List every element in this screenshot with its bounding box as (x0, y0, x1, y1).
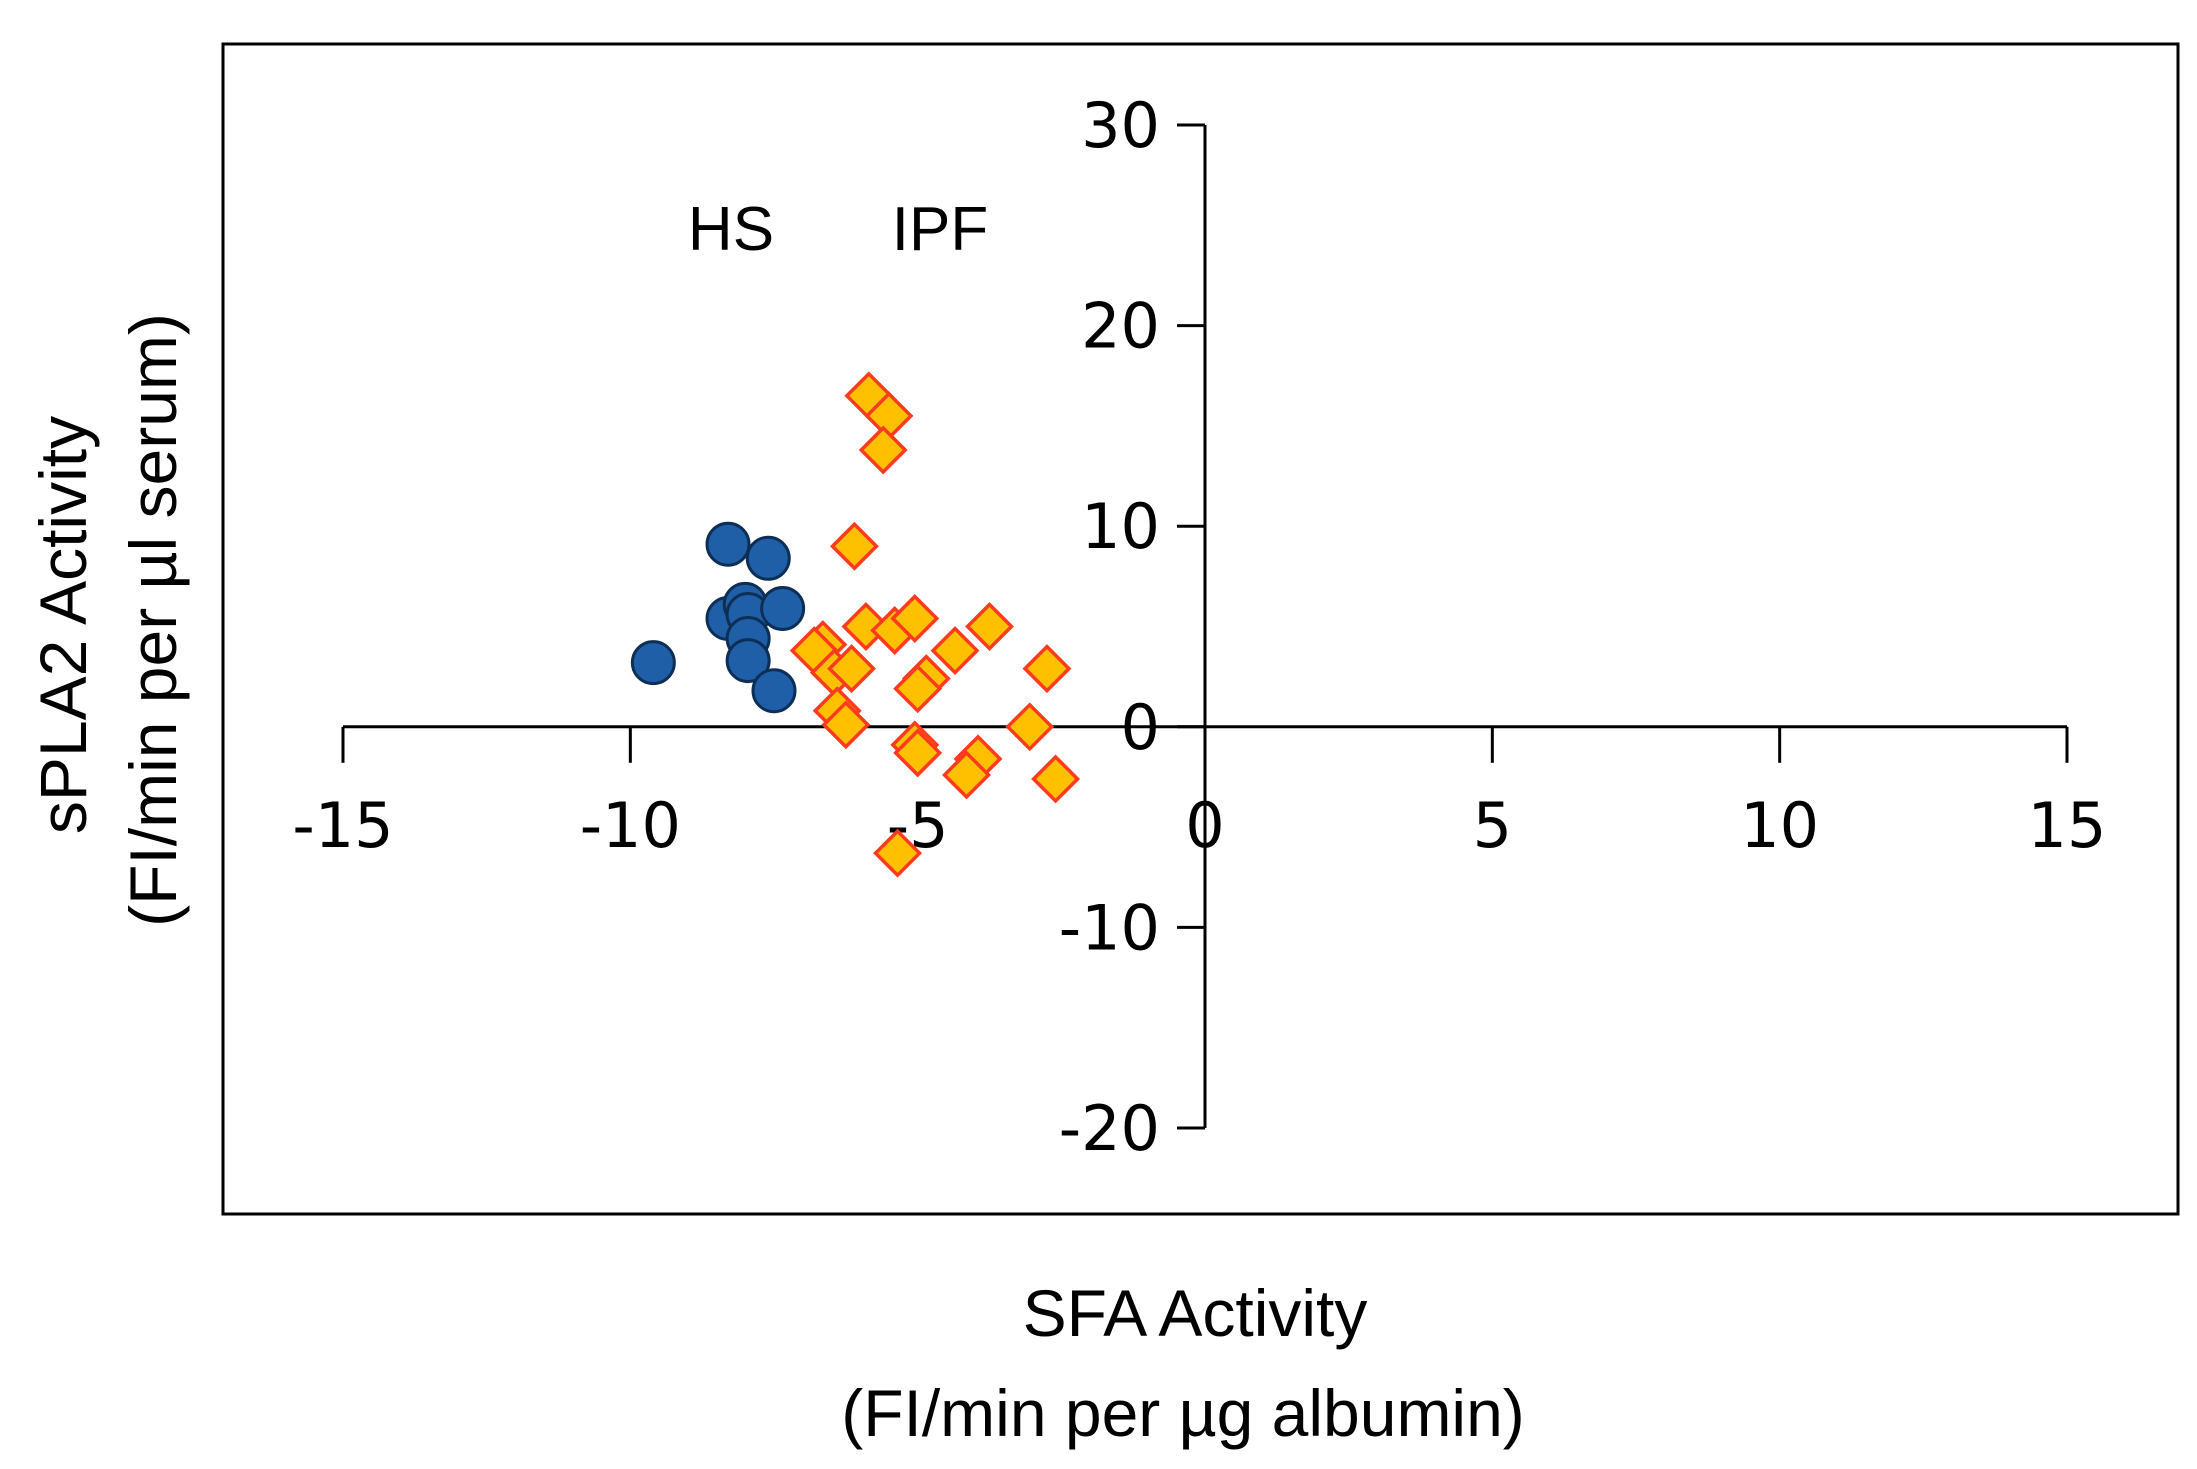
data-point-ipf (1005, 702, 1055, 752)
x-tick-label: 15 (2028, 789, 2107, 862)
x-tick-label: 0 (1185, 789, 1224, 862)
data-points (630, 371, 1081, 878)
series-label-hs: HS (688, 195, 774, 264)
x-tick-label: -10 (580, 789, 681, 862)
data-point-ipf (858, 425, 908, 475)
data-point-ipf (873, 828, 923, 878)
series-label-ipf: IPF (892, 195, 988, 264)
data-point-ipf (942, 750, 991, 800)
data-point-hs (751, 668, 797, 714)
data-point-ipf (841, 602, 891, 651)
data-point-ipf (930, 626, 980, 676)
plot-frame (221, 42, 2180, 1216)
y-tick-label: -20 (1059, 1092, 1160, 1165)
y-tick-label: 30 (1081, 89, 1160, 162)
x-axis-title-line2: (FI/min per µg albumin) (841, 1376, 1525, 1450)
x-tick-label: 5 (1473, 789, 1512, 862)
data-point-hs (745, 535, 791, 581)
data-point-hs (630, 640, 676, 686)
x-tick-label: 10 (1740, 789, 1819, 862)
y-tick-label: -10 (1059, 891, 1160, 964)
data-point-ipf (890, 594, 940, 643)
data-point-hs (705, 521, 751, 567)
data-point-ipf (829, 521, 879, 571)
y-tick-label: 0 (1121, 691, 1160, 764)
data-point-ipf (1022, 644, 1072, 694)
data-point-ipf (965, 602, 1014, 651)
data-point-hs (760, 585, 806, 631)
x-axis-title-line1: SFA Activity (1023, 1276, 1368, 1350)
y-axis-title-line2: (FI/min per µl serum) (116, 313, 190, 927)
y-tick-label: 10 (1081, 490, 1160, 563)
data-point-ipf (893, 664, 943, 714)
x-tick-label: -15 (292, 789, 393, 862)
data-point-ipf (893, 728, 943, 778)
y-axis-title-line1: sPLA2 Activity (26, 416, 100, 834)
data-point-ipf (1031, 754, 1081, 804)
data-point-ipf (827, 644, 877, 694)
data-point-hs (725, 638, 771, 684)
y-tick-label: 20 (1081, 290, 1160, 363)
data-point-ipf (821, 700, 871, 750)
